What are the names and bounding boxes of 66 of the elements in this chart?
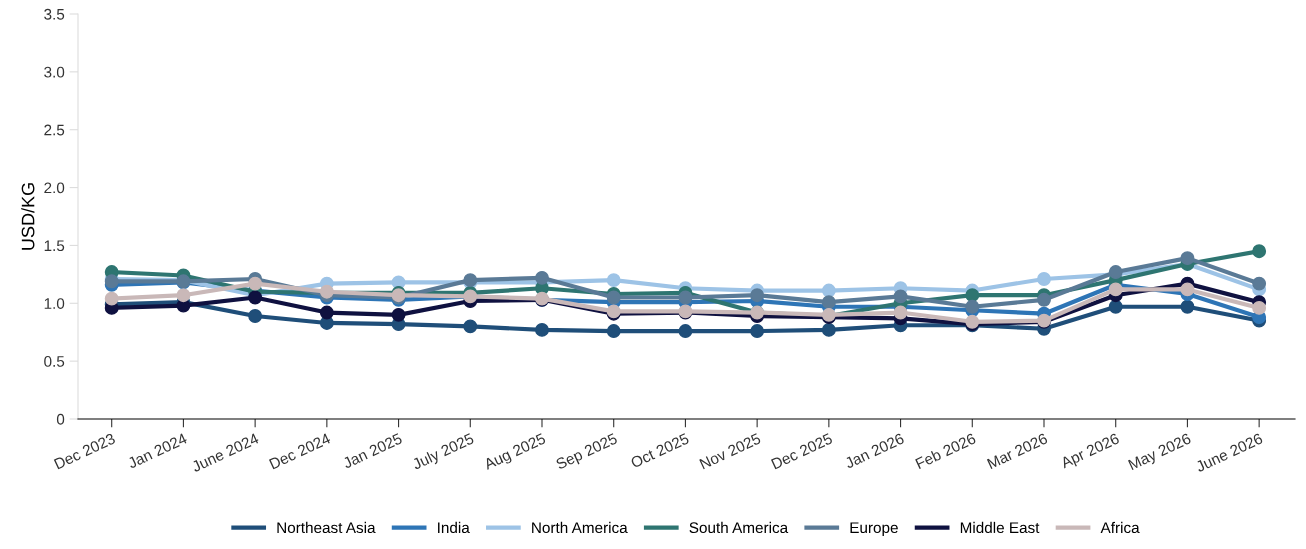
point (535, 270, 549, 285)
point (535, 322, 549, 337)
x-tick-label: Feb 2026 (914, 432, 977, 470)
x-tick-label: Jan 2026 (843, 432, 905, 469)
x-tick-label: June 2026 (1194, 432, 1264, 473)
point (678, 324, 693, 339)
point (606, 273, 621, 288)
point (750, 324, 765, 339)
y-tick-label: 3.0 (44, 66, 65, 78)
legend-label: South America (689, 521, 789, 534)
legend-label: North America (532, 521, 628, 534)
point (1180, 299, 1195, 314)
point (176, 288, 191, 303)
point (248, 276, 263, 291)
point (678, 290, 693, 305)
point (1180, 251, 1195, 266)
point (1037, 272, 1051, 286)
point (965, 299, 980, 314)
point (1252, 276, 1267, 291)
y-tick-label: 0.5 (44, 356, 65, 367)
y-tick-label: 1.0 (44, 298, 65, 309)
y-tick-label: 1.5 (44, 240, 65, 252)
point (248, 309, 263, 323)
point (821, 283, 836, 298)
y-tick-label: 3.5 (44, 8, 65, 20)
point (104, 291, 119, 306)
y-tick-label: 0 (56, 413, 65, 425)
x-tick-label: June 2024 (190, 432, 260, 473)
legend-label: Africa (1100, 521, 1140, 534)
point (1252, 300, 1267, 315)
point (1108, 299, 1123, 314)
point (965, 288, 980, 303)
point (391, 307, 406, 322)
y-tick-label: 2.5 (44, 124, 65, 136)
x-tick-label: Dec 2023 (53, 432, 116, 470)
x-tick-label: Jan 2024 (126, 432, 188, 469)
point (1108, 282, 1123, 297)
point (606, 290, 621, 305)
point (1037, 292, 1051, 307)
point (893, 289, 908, 304)
x-tick-label: Aug 2025 (482, 432, 548, 473)
point (893, 305, 908, 320)
x-tick-label: Mar 2026 (986, 432, 1049, 470)
x-tick-label: July 2025 (411, 432, 476, 473)
x-tick-label: May 2026 (1127, 432, 1193, 473)
y-axis-title: USD/KG (21, 183, 35, 250)
point (821, 295, 836, 310)
x-tick-label: Oct 2025 (630, 432, 690, 469)
point (606, 324, 621, 339)
legend-label: Middle East (960, 521, 1040, 534)
legend-label: Europe (850, 522, 898, 537)
y-tick-label: 2.0 (44, 182, 65, 194)
x-tick-label: Jan 2025 (341, 432, 403, 469)
point (821, 322, 836, 337)
x-tick-label: Nov 2025 (699, 432, 762, 470)
point (1180, 282, 1195, 297)
x-tick-label: Dec 2024 (268, 432, 332, 470)
x-tick-label: Sep 2025 (555, 432, 620, 473)
point (750, 288, 765, 303)
legend-label: Northeast Asia (277, 521, 376, 534)
point (463, 319, 478, 334)
point (1252, 244, 1267, 259)
x-tick-label: Dec 2025 (770, 432, 834, 470)
point (319, 305, 334, 320)
legend-label: India (438, 521, 470, 534)
x-tick-label: Apr 2026 (1059, 432, 1122, 472)
